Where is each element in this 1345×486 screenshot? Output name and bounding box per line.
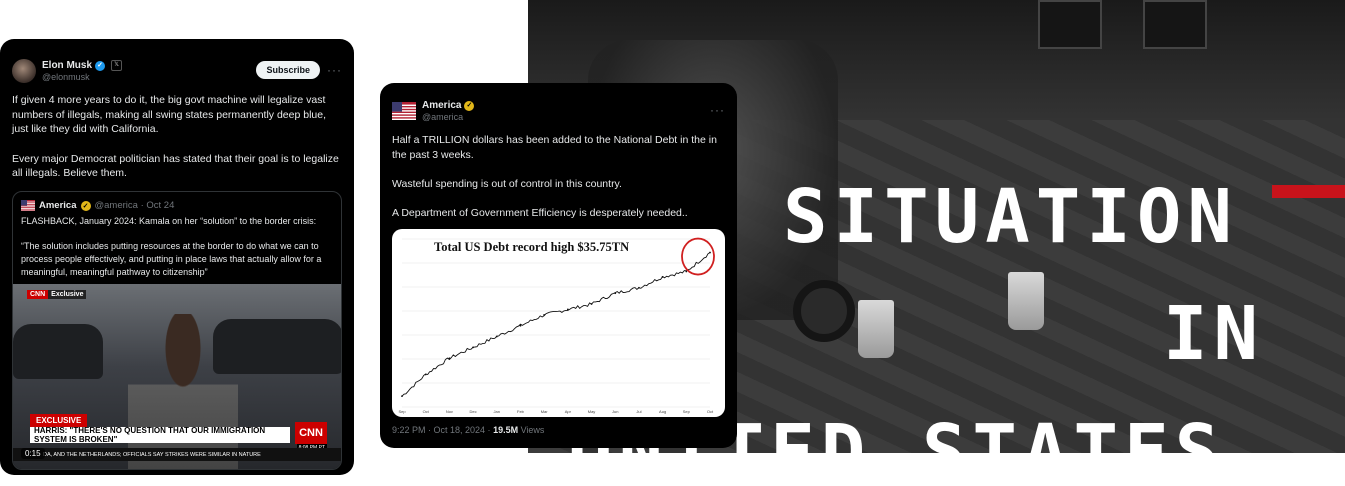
data-point xyxy=(424,373,427,376)
debt-chart-image[interactable]: Total US Debt record high $35.75TN Sep Oc… xyxy=(392,229,725,418)
author-handle[interactable]: @elonmusk xyxy=(42,71,90,82)
x-tick-label: Sep xyxy=(683,409,691,414)
x-tick-label: Jul xyxy=(636,409,641,414)
data-point xyxy=(685,270,688,273)
background-car xyxy=(13,324,103,380)
x-tick-label: Oct xyxy=(423,409,430,414)
x-tick-label: Nov xyxy=(446,409,453,414)
data-point xyxy=(519,324,522,327)
us-flag-avatar[interactable] xyxy=(392,99,416,123)
chart-title: Total US Debt record high $35.75TN xyxy=(434,240,629,254)
data-point xyxy=(448,357,451,360)
author-name[interactable]: Elon Musk xyxy=(42,60,93,72)
data-point xyxy=(614,292,617,295)
verified-badge-icon: ✓ xyxy=(95,60,106,71)
data-point xyxy=(566,308,569,311)
more-options-icon[interactable]: ··· xyxy=(710,103,725,117)
x-tick-label: Aug xyxy=(659,409,666,414)
tweet-text: If given 4 more years to do it, the big … xyxy=(12,94,339,180)
video-player[interactable]: CNN Exclusive EXCLUSIVE HARRIS: "THERE'S… xyxy=(13,284,341,470)
video-headline: HARRIS: "THERE'S NO QUESTION THAT OUR IM… xyxy=(30,426,290,444)
window xyxy=(1143,0,1207,49)
data-point xyxy=(543,314,546,316)
x-tick-label: Dec xyxy=(470,409,477,414)
x-tick-label: Mar xyxy=(541,409,549,414)
cnn-tag-exclusive: Exclusive xyxy=(48,290,87,300)
debt-line-chart: Total US Debt record high $35.75TN Sep Oc… xyxy=(398,237,715,414)
tweet-text: Half a TRILLION dollars has been added t… xyxy=(392,134,717,220)
exclusive-banner: EXCLUSIVE xyxy=(30,414,88,428)
views-label: Views xyxy=(518,425,545,436)
more-options-icon[interactable]: ··· xyxy=(327,63,342,77)
quoted-meta: @america · Oct 24 xyxy=(94,200,175,212)
title-line-1: SITUATION xyxy=(783,174,1238,260)
author-handle[interactable]: @america xyxy=(422,111,464,122)
x-tick-label: Jan xyxy=(494,409,500,414)
quoted-tweet-header: America ✓ @america · Oct 24 xyxy=(21,200,333,212)
subscribe-button[interactable]: Subscribe xyxy=(256,61,320,79)
cnn-exclusive-tag: CNN Exclusive xyxy=(27,290,87,300)
quoted-tweet-text: FLASHBACK, January 2024: Kamala on her “… xyxy=(21,216,322,277)
cnn-logo: CNN xyxy=(295,422,327,445)
x-tick-label: Apr xyxy=(565,409,572,414)
tweet-header: Elon Musk ✓ 𝕏 @elonmusk Subscribe ··· xyxy=(12,59,342,83)
x-tick-label: Sep xyxy=(398,409,406,414)
verified-badge-icon: ✓ xyxy=(464,100,475,111)
title-line-2: IN xyxy=(1163,291,1265,377)
x-tick-label: Oct xyxy=(707,409,714,414)
cnn-tag-label: CNN xyxy=(27,290,49,300)
data-point xyxy=(638,286,640,289)
news-ticker: DA, AND THE NETHERLANDS; OFFICIALS SAY S… xyxy=(13,448,341,462)
debt-series-line xyxy=(401,252,711,397)
tweet-card-america[interactable]: America ✓ @america ··· Half a TRILLION d… xyxy=(380,83,737,448)
cart-wheel xyxy=(793,280,855,342)
tweet-header: America ✓ @america ··· xyxy=(392,99,725,123)
data-point xyxy=(590,303,593,306)
tweet-card-musk[interactable]: Elon Musk ✓ 𝕏 @elonmusk Subscribe ··· If… xyxy=(0,39,354,475)
tweet-footer: 9:22 PM · Oct 18, 2024 · 19.5M Views xyxy=(392,425,725,435)
data-point xyxy=(661,276,664,278)
paper-cup xyxy=(858,300,894,358)
data-point xyxy=(472,346,474,349)
x-tick-label: Jun xyxy=(612,409,618,414)
x-tick-label: Feb xyxy=(517,409,525,414)
data-point xyxy=(709,251,711,254)
accent-bar xyxy=(1272,185,1345,198)
verified-badge-icon: ✓ xyxy=(80,200,91,211)
avatar[interactable] xyxy=(12,59,36,83)
paper-cup xyxy=(1008,272,1044,330)
data-point xyxy=(495,335,498,338)
quoted-author-name[interactable]: America xyxy=(39,200,77,212)
speaker-figure xyxy=(128,314,238,470)
highlight-circle xyxy=(681,237,715,276)
data-point xyxy=(401,395,403,398)
view-count: 19.5M xyxy=(493,425,519,436)
x-tick-label: May xyxy=(588,409,596,414)
window xyxy=(1038,0,1102,49)
x-logo-icon: 𝕏 xyxy=(111,60,123,72)
author-name[interactable]: America xyxy=(422,100,462,112)
tweet-timestamp[interactable]: 9:22 PM · Oct 18, 2024 · xyxy=(392,425,494,436)
us-flag-icon xyxy=(21,200,35,212)
video-duration: 0:15 xyxy=(21,448,45,460)
quoted-tweet[interactable]: America ✓ @america · Oct 24 FLASHBACK, J… xyxy=(12,191,342,471)
